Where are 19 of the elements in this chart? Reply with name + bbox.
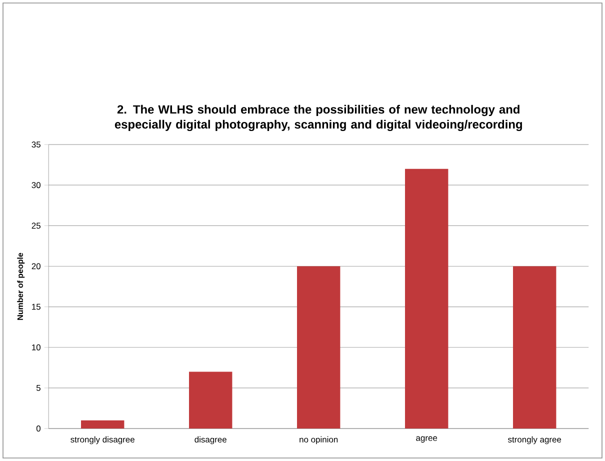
x-tick-label: agree	[416, 436, 438, 443]
y-tick-label: 5	[36, 385, 40, 391]
x-tick-label: strongly disagree	[70, 436, 134, 444]
y-tick-label: 10	[32, 344, 40, 350]
chart-title: 2. The WLHS should embrace the possibilities of new technology and especially digital photography, scanning and digital videoing/recording	[114, 104, 522, 132]
bar	[81, 420, 124, 429]
y-tick-label: 30	[32, 182, 40, 188]
y-tick-label: 25	[32, 222, 40, 229]
y-tick-label: 35	[32, 142, 40, 148]
x-tick-label: disagree	[194, 436, 226, 444]
bar	[297, 266, 340, 429]
x-tick-label: no opinion	[300, 436, 338, 444]
y-tick-label: 20	[32, 263, 40, 270]
x-tick-label: strongly agree	[508, 436, 562, 444]
y-tick-label: 0	[36, 426, 40, 432]
bar	[513, 266, 556, 429]
bar	[405, 168, 448, 429]
y-tick-label: 15	[32, 304, 40, 310]
bar	[189, 372, 232, 429]
